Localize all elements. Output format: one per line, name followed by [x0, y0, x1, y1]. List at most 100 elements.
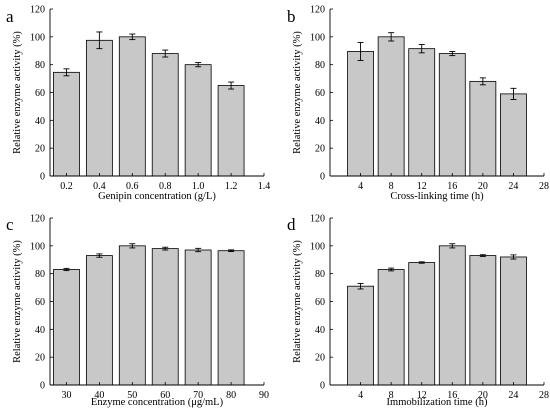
bar: [217, 250, 245, 386]
error-bar: [228, 81, 235, 90]
x-tick-label: 12: [417, 181, 427, 192]
bar: [151, 248, 179, 386]
bar: [53, 269, 80, 386]
y-tick-label: 100: [30, 241, 45, 252]
x-tick-label: 1.2: [225, 181, 238, 192]
bar: [469, 255, 497, 386]
error-bar: [195, 247, 202, 253]
bar: [347, 51, 374, 177]
error-bar: [63, 68, 70, 77]
y-tick-label: 120: [310, 5, 325, 16]
error-bar: [449, 50, 456, 57]
x-tick-label: 1.4: [258, 181, 271, 192]
bar: [184, 64, 212, 177]
y-tick-label: 80: [35, 60, 45, 71]
y-axis-title: Relative enzyme activity (%): [12, 31, 23, 154]
y-tick-label: 60: [315, 297, 325, 308]
x-tick-label: 50: [127, 390, 137, 401]
y-tick-label: 120: [30, 214, 45, 225]
x-tick-label: 20: [478, 390, 488, 401]
bar: [53, 71, 80, 177]
y-tick-label: 0: [320, 172, 325, 183]
y-tick-label: 40: [315, 116, 325, 127]
error-bar: [357, 41, 364, 61]
y-tick-label: 80: [35, 269, 45, 280]
x-tick-label: 20: [478, 181, 488, 192]
y-tick-label: 120: [310, 214, 325, 225]
y-tick-label: 60: [35, 88, 45, 99]
bar: [151, 53, 179, 177]
bar: [85, 39, 113, 177]
y-tick-label: 0: [320, 381, 325, 392]
error-bar: [479, 254, 486, 257]
y-tick-label: 20: [315, 144, 325, 155]
bar: [85, 255, 113, 386]
y-tick-label: 80: [315, 60, 325, 71]
x-tick-label: 90: [259, 390, 269, 401]
error-bar: [449, 243, 456, 249]
x-tick-label: 28: [539, 181, 549, 192]
x-tick-label: 1.0: [192, 181, 205, 192]
bar: [500, 256, 527, 386]
x-tick-label: 0.8: [159, 181, 172, 192]
error-bar: [228, 249, 235, 252]
y-tick-label: 40: [35, 116, 45, 127]
x-tick-label: 16: [447, 390, 457, 401]
error-bar: [162, 49, 169, 58]
error-bar: [63, 267, 70, 272]
y-tick-label: 0: [40, 381, 45, 392]
error-bar: [510, 254, 517, 260]
error-bar: [96, 31, 103, 50]
bar: [469, 80, 497, 177]
bar: [377, 36, 405, 177]
error-bar: [510, 87, 517, 100]
x-tick-label: 80: [226, 390, 236, 401]
error-bar: [388, 32, 395, 42]
y-tick-label: 60: [35, 297, 45, 308]
y-tick-label: 100: [310, 241, 325, 252]
y-tick-label: 100: [30, 32, 45, 43]
bar: [118, 36, 146, 177]
panel-c: c 0 20 40 60 80 100 120 30 40 50 60 70 80 90 Enzyme con…: [6, 214, 269, 409]
error-bar: [129, 33, 136, 41]
panel-d: d 0 20 40 60 80 100 120 4 8 12 16 20 24 28 Immobilizati…: [287, 214, 549, 409]
error-bar: [479, 77, 486, 86]
error-bar: [129, 243, 136, 249]
x-tick-label: 0.4: [93, 181, 106, 192]
bar: [438, 53, 466, 177]
x-tick-label: 30: [61, 390, 71, 401]
panel-letter: c: [6, 215, 14, 234]
x-tick-label: 8: [389, 181, 394, 192]
panel-letter: b: [287, 7, 296, 26]
x-tick-label: 4: [358, 390, 363, 401]
bar: [408, 262, 436, 386]
y-tick-label: 120: [30, 5, 45, 16]
y-tick-label: 60: [315, 88, 325, 99]
bar: [184, 249, 212, 386]
y-tick-label: 40: [315, 325, 325, 336]
y-tick-label: 20: [35, 144, 45, 155]
x-tick-label: 28: [539, 390, 549, 401]
y-axis-title: Relative enzyme activity (%): [292, 240, 303, 363]
x-tick-label: 0.2: [60, 181, 73, 192]
x-tick-label: 16: [447, 181, 457, 192]
error-bar: [162, 246, 169, 251]
y-tick-label: 20: [35, 353, 45, 364]
panel-a: a 0 20 40 60 80 100 120 0.2 0.4 0.6 0.8 1.0 1.2 1.4 Gen…: [6, 5, 270, 203]
error-bar: [418, 44, 425, 54]
x-tick-label: 24: [508, 390, 518, 401]
bar: [438, 245, 466, 386]
panel-b: b 0 20 40 60 80 100 120 4 8 12 16 20 24 28 Cross-linkin…: [287, 5, 549, 203]
x-tick-label: 12: [417, 390, 427, 401]
x-tick-label: 8: [389, 390, 394, 401]
error-bar: [96, 253, 103, 258]
panel-letter: d: [287, 215, 296, 234]
y-tick-label: 20: [315, 353, 325, 364]
bar: [118, 245, 146, 386]
y-tick-label: 100: [310, 32, 325, 43]
x-tick-label: 40: [94, 390, 104, 401]
y-axis-title: Relative enzyme activity (%): [12, 240, 23, 363]
bar: [347, 285, 374, 386]
error-bar: [195, 62, 202, 68]
